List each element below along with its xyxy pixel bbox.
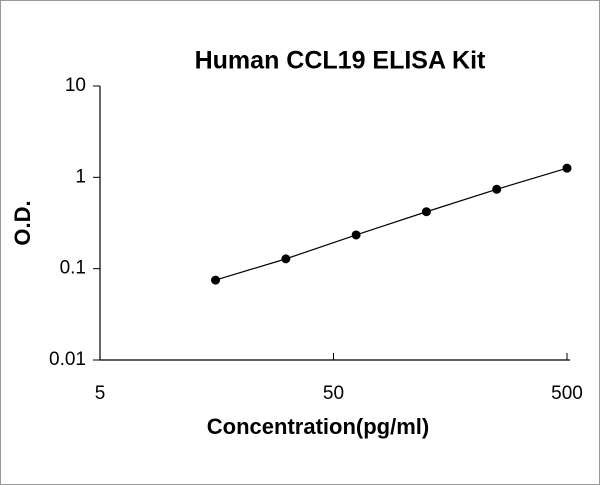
data-point xyxy=(281,254,291,264)
x-axis-label: Concentration(pg/ml) xyxy=(207,414,429,439)
y-tick-label: 0.1 xyxy=(60,258,86,279)
fit-line xyxy=(215,167,568,281)
y-axis-label: O.D. xyxy=(10,200,35,245)
chart-title: Human CCL19 ELISA Kit xyxy=(195,47,486,75)
x-tick-label: 50 xyxy=(323,383,344,404)
y-tick-label: 10 xyxy=(65,75,86,96)
x-tick-label: 500 xyxy=(551,383,583,404)
data-point xyxy=(492,184,502,194)
x-tick-label: 5 xyxy=(95,383,106,404)
y-tick-label: 1 xyxy=(75,166,86,187)
data-point xyxy=(351,230,361,240)
data-point xyxy=(562,163,572,173)
data-point xyxy=(211,275,221,285)
y-tick-label: 0.01 xyxy=(49,349,86,370)
data-point xyxy=(421,207,431,217)
